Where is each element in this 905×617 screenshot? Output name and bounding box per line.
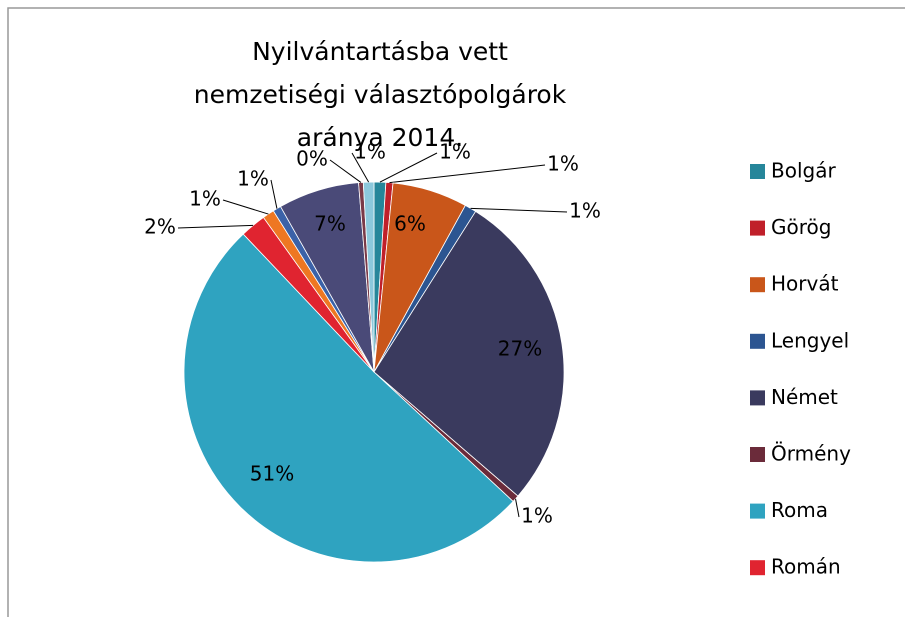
leader-line: [470, 207, 568, 213]
data-label: 0%: [296, 147, 328, 171]
legend-label: Bolgár: [771, 159, 836, 183]
pie-slice: [183, 233, 514, 563]
legend-label: Német: [771, 385, 838, 409]
data-label: 1%: [237, 167, 269, 191]
data-label: 51%: [250, 462, 294, 486]
legend-swatch: [750, 560, 765, 576]
leader-line: [351, 152, 370, 183]
legend-label: Lengyel: [771, 328, 849, 352]
leader-line: [222, 199, 269, 215]
legend-swatch: [750, 447, 765, 462]
leader-line: [515, 498, 520, 518]
legend-swatch: [750, 164, 765, 179]
data-label: 1%: [189, 187, 221, 211]
leader-line: [379, 152, 438, 183]
leader-line: [329, 159, 362, 183]
legend-swatch: [750, 277, 765, 293]
legend-label: Román: [771, 555, 841, 579]
legend-swatch: [750, 220, 765, 236]
data-label: 1%: [439, 140, 471, 164]
data-label: 6%: [394, 212, 426, 236]
legend-swatch: [750, 503, 765, 519]
legend-label: Örmény: [771, 442, 851, 466]
legend-swatch: [750, 333, 765, 349]
frame: [7, 7, 905, 617]
leader-line: [177, 224, 254, 229]
data-label: 27%: [498, 337, 542, 361]
leader-line: [270, 179, 278, 209]
pie-slice: [373, 210, 565, 497]
data-label: 1%: [569, 199, 601, 223]
data-label: 7%: [314, 212, 346, 236]
leader-line: [389, 164, 546, 184]
legend-label: Roma: [771, 498, 828, 522]
legend-label: Horvát: [771, 272, 839, 296]
data-label: 2%: [144, 215, 176, 239]
chart-title: Nyilvántartásba vett nemzetiségi választ…: [193, 37, 567, 152]
data-label: 1%: [354, 140, 386, 164]
legend-swatch: [750, 390, 765, 406]
data-label: 1%: [547, 152, 579, 176]
legend-label: Görög: [771, 215, 831, 239]
data-label: 1%: [521, 504, 553, 528]
